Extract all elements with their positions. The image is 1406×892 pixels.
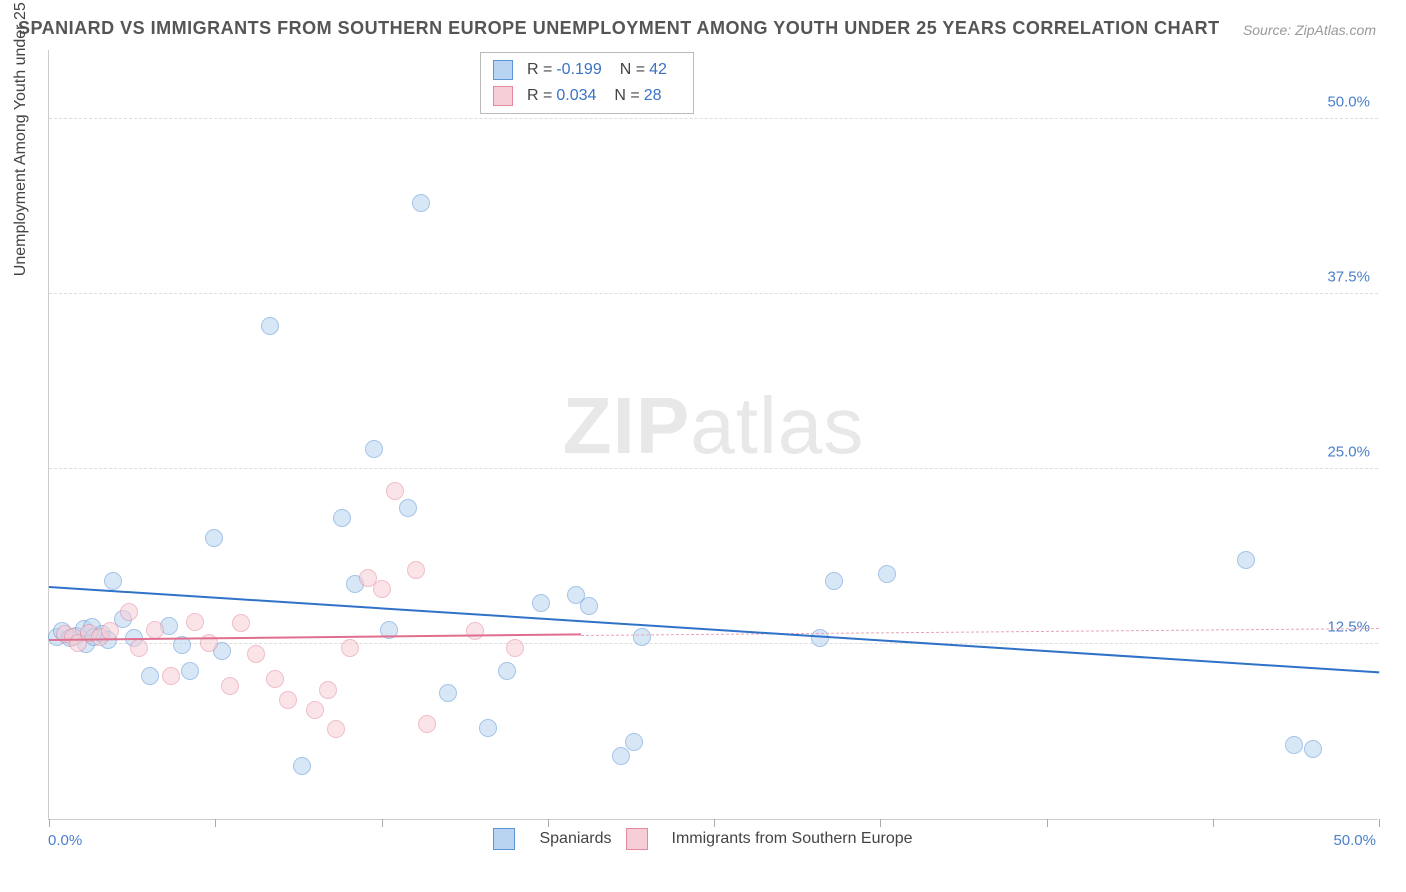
stat-value: 0.034 xyxy=(556,87,596,105)
data-point xyxy=(373,580,391,598)
data-point xyxy=(412,194,430,212)
data-point xyxy=(878,565,896,583)
data-point xyxy=(825,572,843,590)
data-point xyxy=(333,509,351,527)
data-point xyxy=(120,603,138,621)
data-point xyxy=(407,561,425,579)
legend-label: Spaniards xyxy=(539,830,611,848)
stat-value: -0.199 xyxy=(556,61,601,79)
stat-label: N = xyxy=(620,61,645,79)
data-point xyxy=(506,639,524,657)
data-point xyxy=(205,529,223,547)
x-tick xyxy=(215,819,216,827)
correlation-stats-box: R = -0.199 N = 42 R = 0.034 N = 28 xyxy=(480,52,694,114)
data-point xyxy=(261,317,279,335)
gridline xyxy=(49,468,1378,469)
data-point xyxy=(141,667,159,685)
data-point xyxy=(1304,740,1322,758)
y-axis-title: Unemployment Among Youth under 25 years xyxy=(12,0,30,276)
y-tick-label: 25.0% xyxy=(1327,444,1370,461)
chart-title: SPANIARD VS IMMIGRANTS FROM SOUTHERN EUR… xyxy=(18,18,1220,39)
x-tick xyxy=(382,819,383,827)
data-point xyxy=(104,572,122,590)
swatch-icon xyxy=(493,828,515,850)
stat-value: 28 xyxy=(644,87,662,105)
stats-row: R = -0.199 N = 42 xyxy=(493,57,681,83)
data-point xyxy=(319,681,337,699)
stat-label: R = xyxy=(527,87,552,105)
gridline xyxy=(49,118,1378,119)
x-tick xyxy=(1213,819,1214,827)
x-tick xyxy=(880,819,881,827)
data-point xyxy=(386,482,404,500)
bottom-legend: Spaniards Immigrants from Southern Europ… xyxy=(0,828,1406,850)
data-point xyxy=(279,691,297,709)
data-point xyxy=(612,747,630,765)
data-point xyxy=(186,613,204,631)
data-point xyxy=(418,715,436,733)
data-point xyxy=(466,622,484,640)
x-tick xyxy=(548,819,549,827)
y-tick-label: 50.0% xyxy=(1327,94,1370,111)
stat-label: N = xyxy=(614,87,639,105)
data-point xyxy=(580,597,598,615)
data-point xyxy=(293,757,311,775)
data-point xyxy=(1237,551,1255,569)
data-point xyxy=(479,719,497,737)
stats-row: R = 0.034 N = 28 xyxy=(493,83,681,109)
data-point xyxy=(1285,736,1303,754)
watermark-bold: ZIP xyxy=(563,380,690,469)
swatch-icon xyxy=(493,86,513,106)
y-tick-label: 12.5% xyxy=(1327,619,1370,636)
data-point xyxy=(327,720,345,738)
data-point xyxy=(146,621,164,639)
watermark-light: atlas xyxy=(690,380,864,469)
data-point xyxy=(341,639,359,657)
y-tick-label: 37.5% xyxy=(1327,269,1370,286)
legend-label: Immigrants from Southern Europe xyxy=(672,830,913,848)
x-tick xyxy=(714,819,715,827)
data-point xyxy=(498,662,516,680)
scatter-plot: ZIPatlas 12.5% 25.0% 37.5% 50.0% xyxy=(48,50,1378,820)
data-point xyxy=(221,677,239,695)
data-point xyxy=(439,684,457,702)
data-point xyxy=(306,701,324,719)
data-point xyxy=(162,667,180,685)
swatch-icon xyxy=(493,60,513,80)
data-point xyxy=(399,499,417,517)
stat-label: R = xyxy=(527,61,552,79)
source-label: Source: ZipAtlas.com xyxy=(1243,22,1376,38)
stat-value: 42 xyxy=(649,61,667,79)
data-point xyxy=(532,594,550,612)
data-point xyxy=(181,662,199,680)
watermark: ZIPatlas xyxy=(563,379,864,471)
data-point xyxy=(625,733,643,751)
data-point xyxy=(232,614,250,632)
swatch-icon xyxy=(626,828,648,850)
gridline xyxy=(49,293,1378,294)
data-point xyxy=(365,440,383,458)
gridline xyxy=(49,643,1378,644)
data-point xyxy=(247,645,265,663)
data-point xyxy=(130,639,148,657)
data-point xyxy=(633,628,651,646)
x-tick xyxy=(1379,819,1380,827)
x-tick xyxy=(49,819,50,827)
x-tick xyxy=(1047,819,1048,827)
data-point xyxy=(266,670,284,688)
